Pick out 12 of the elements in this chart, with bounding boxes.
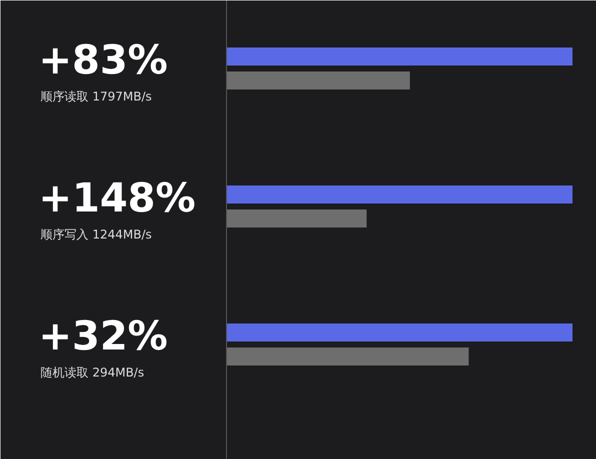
text: +83%	[38, 38, 168, 84]
text: +32%	[38, 314, 168, 360]
bar	[226, 72, 410, 90]
text: +148%	[38, 176, 196, 222]
bar	[226, 48, 572, 66]
bar	[226, 324, 572, 342]
y-tick-label: 顺序写入 1244MB/s	[40, 228, 152, 242]
bar	[226, 210, 367, 228]
bar	[226, 186, 572, 204]
y-tick-label: 随机读取 294MB/s	[40, 366, 144, 380]
bar	[226, 348, 469, 366]
y-tick-label: 顺序读取 1797MB/s	[40, 90, 152, 104]
